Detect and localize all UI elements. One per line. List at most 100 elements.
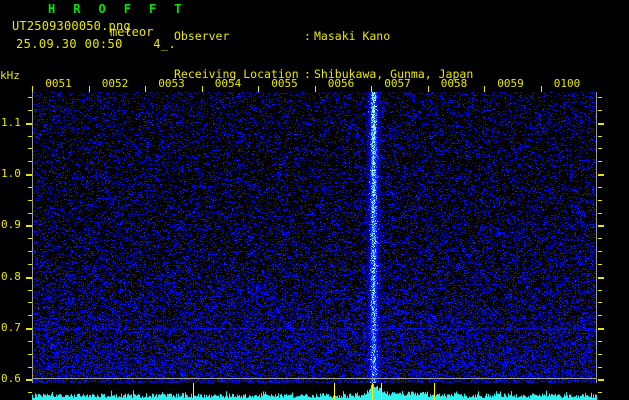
y-axis-minor-tick [28,290,32,291]
y-tick-label: 0.6 [1,372,21,386]
x-tick-label: 0053 [158,77,185,90]
y-axis-minor-tick [28,136,32,137]
y-axis-minor-tick [28,225,32,226]
x-tick-label: 0054 [214,77,242,90]
y-axis-minor-tick [598,200,602,201]
y-axis-tick-left [26,379,32,381]
y-axis-tick-right [598,174,604,176]
x-tick-label: 0056 [327,77,355,90]
y-axis-minor-tick [28,251,32,252]
y-axis-minor-tick [598,225,602,226]
y-axis-minor-tick [598,213,602,214]
info-row: Receiving Location : Shibukawa, Gunma, J… [174,68,529,81]
y-axis-minor-tick [598,123,602,124]
x-axis-tick-labels: 0051 0052 0053 0054 0055 0056 0057 0058 0059 0100 [0,78,629,92]
y-axis-minor-tick [28,315,32,316]
plot-bottom-border-upper [32,378,597,379]
x-tick-label: 0055 [271,77,298,90]
y-axis-minor-tick [598,136,602,137]
y-axis-tick-left [26,225,32,227]
y-axis-minor-tick [598,341,602,342]
info-colon: : [304,66,311,81]
y-axis-minor-tick [598,354,602,355]
y-axis-minor-tick [28,328,32,329]
y-axis-tick-right [598,123,604,125]
y-axis-tick-left [26,174,32,176]
y-axis-minor-tick [598,174,602,175]
y-tick-label: 0.8 [1,269,21,283]
y-axis-minor-tick [598,328,602,329]
y-axis-tick-left [26,123,32,125]
x-tick-label: 0100 [553,77,581,90]
event-type-label: meteor [110,25,154,39]
y-axis-tick-right [598,379,604,381]
app-title: H R O F F T [48,2,187,16]
y-axis-tick-right [598,277,604,279]
y-axis-tick-left [26,328,32,330]
y-axis-minor-tick [28,302,32,303]
y-axis-minor-tick [598,379,602,380]
y-axis-minor-tick [598,97,602,98]
x-axis-tick [540,86,542,92]
x-axis-tick [88,86,90,92]
y-axis-minor-tick [28,238,32,239]
y-axis-minor-tick [598,290,602,291]
timestamp-label: 25.09.30 00:50 4_. [16,37,177,51]
y-axis-minor-tick [598,148,602,149]
x-axis-tick [427,86,429,92]
y-axis-minor-tick [28,174,32,175]
y-axis-minor-tick [28,123,32,124]
info-value: Masaki Kano [314,28,391,43]
y-axis-minor-tick [28,200,32,201]
y-axis-minor-tick [598,277,602,278]
y-axis-minor-tick [598,251,602,252]
info-key: Receiving Location [174,66,299,81]
y-axis-tick-right [598,328,604,330]
spectrogram-plot[interactable] [32,92,597,400]
y-axis-minor-tick [598,264,602,265]
x-axis-tick [145,86,146,92]
y-axis-minor-tick [28,354,32,355]
y-axis-tick-left [26,277,32,279]
y-axis-minor-tick [598,110,602,111]
y-axis-minor-tick [28,187,32,188]
y-axis-minor-tick [28,341,32,342]
x-tick-label: 0057 [384,77,411,90]
y-axis-minor-tick [28,97,32,98]
y-axis-minor-tick [28,148,32,149]
amplitude-canvas[interactable] [32,383,597,400]
info-row: Observer : Masaki Kano [174,28,529,43]
x-axis-tick [484,86,485,92]
spectrogram-canvas[interactable] [32,92,597,400]
y-axis-minor-tick [28,213,32,214]
info-value: Shibukawa, Gunma, Japan [314,66,474,81]
y-axis-minor-tick [28,264,32,265]
y-axis-minor-tick [598,238,602,239]
y-axis-minor-tick [598,367,602,368]
y-tick-label: 1.0 [1,167,21,181]
y-axis-minor-tick [598,392,602,393]
x-tick-label: 0052 [101,77,129,90]
y-tick-label: 0.7 [1,321,21,335]
filename-label: UT2509300050.png [12,19,131,33]
y-tick-label: 0.9 [1,218,21,232]
amplitude-strip[interactable] [32,383,597,400]
y-axis-minor-tick [28,392,32,393]
y-axis-minor-tick [598,187,602,188]
info-colon: : [304,28,311,43]
y-tick-label: 1.1 [1,115,21,129]
x-axis-tick [32,86,33,92]
x-axis-tick [371,86,372,92]
y-axis-minor-tick [28,379,32,380]
y-axis-minor-tick [598,161,602,162]
y-axis-minor-tick [28,277,32,278]
y-axis-minor-tick [598,315,602,316]
x-tick-label: 0059 [497,77,524,90]
y-axis-minor-tick [28,110,32,111]
x-axis-tick [314,86,316,92]
y-axis-minor-tick [28,161,32,162]
x-tick-label: 0058 [440,77,468,90]
y-axis-minor-tick [598,302,602,303]
info-key: Observer [174,28,230,43]
